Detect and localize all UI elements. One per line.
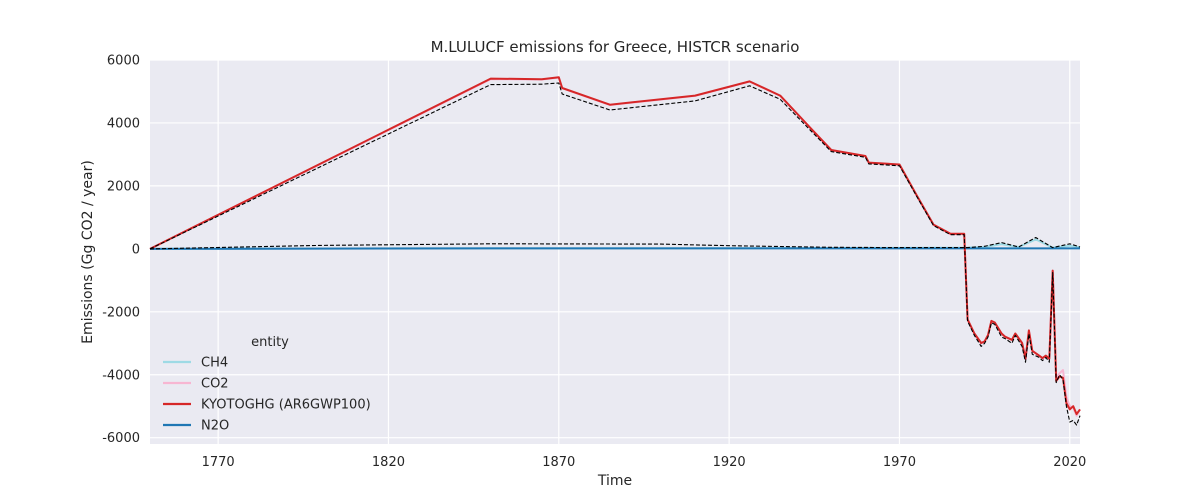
legend-title: entity bbox=[251, 335, 289, 350]
x-tick-label: 1770 bbox=[202, 455, 235, 470]
x-tick-label: 2020 bbox=[1053, 455, 1086, 470]
legend-label: CO2 bbox=[201, 377, 229, 392]
legend-label: CH4 bbox=[201, 356, 228, 371]
series-line-n2o bbox=[149, 247, 1080, 250]
y-tick-label: 4000 bbox=[107, 116, 140, 131]
y-axis-ticks: -6000 -4000 -2000 0 2000 4000 6000 bbox=[102, 54, 140, 447]
x-axis-ticks: 1770 1820 1870 1920 1970 2020 bbox=[202, 455, 1087, 470]
x-tick-label: 1820 bbox=[372, 455, 405, 470]
chart-title: M.LULUCF emissions for Greece, HISTCR sc… bbox=[431, 38, 800, 56]
x-tick-label: 1870 bbox=[542, 455, 575, 470]
x-axis-label: Time bbox=[597, 473, 632, 489]
legend: entity CH4 CO2 KYOTOGHG (AR6GWP100) N2O bbox=[163, 335, 371, 434]
plot-background bbox=[150, 60, 1080, 444]
dashed-reference-line bbox=[149, 236, 1081, 250]
y-tick-label: -6000 bbox=[102, 431, 140, 446]
y-tick-label: 6000 bbox=[107, 54, 140, 69]
dashed-reference-line bbox=[149, 82, 1081, 426]
legend-entries: CH4 CO2 KYOTOGHG (AR6GWP100) N2O bbox=[163, 356, 371, 434]
x-tick-label: 1970 bbox=[883, 455, 916, 470]
series-layer bbox=[149, 76, 1081, 426]
legend-label: N2O bbox=[201, 419, 229, 434]
y-tick-label: 2000 bbox=[107, 179, 140, 194]
y-axis-label: Emissions (Gg CO2 / year) bbox=[80, 160, 96, 344]
legend-label: KYOTOGHG (AR6GWP100) bbox=[201, 398, 371, 413]
y-tick-label: -4000 bbox=[102, 368, 140, 383]
y-tick-label: -2000 bbox=[102, 305, 140, 320]
y-tick-label: 0 bbox=[132, 242, 140, 257]
x-tick-label: 1920 bbox=[713, 455, 746, 470]
